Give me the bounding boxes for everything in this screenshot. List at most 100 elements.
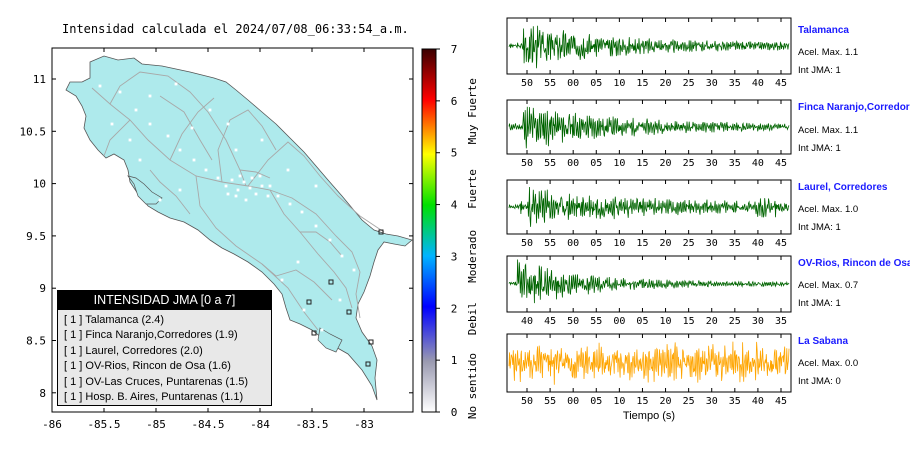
- colorbar-tick-label: 2: [451, 302, 458, 315]
- osa-peninsula: [317, 327, 343, 353]
- map-y-axis: 11 10.5 10 9.5 9 8.5 8: [20, 73, 413, 400]
- town-dot: [158, 198, 162, 202]
- town-dot: [236, 188, 240, 192]
- station-marker: [368, 339, 374, 345]
- legend-item: [ 1 ] Hosp. B. Aires, Puntarenas (1.1): [64, 391, 244, 404]
- station-name: Finca Naranjo,Corredores: [798, 102, 910, 113]
- station-jma: Int JMA: 0: [798, 376, 841, 387]
- town-dot: [208, 108, 212, 112]
- town-dot: [174, 82, 178, 86]
- station-accel: Acel. Max. 1.0: [798, 204, 859, 215]
- intensity-legend: INTENSIDAD JMA [0 a 7] [ 1 ] Talamanca (…: [57, 290, 272, 406]
- town-dot: [268, 184, 272, 188]
- station-name: Talamanca: [798, 25, 849, 36]
- town-dot: [190, 126, 194, 130]
- town-dot: [138, 158, 142, 162]
- costa-rica-land: [65, 55, 413, 401]
- town-dot: [340, 254, 344, 258]
- colorbar-category-label: Muy Fuerte: [466, 78, 479, 144]
- colorbar-tick-label: 3: [451, 250, 458, 263]
- town-dot: [178, 148, 182, 152]
- colorbar-gradient: [421, 48, 437, 413]
- town-dot: [204, 168, 208, 172]
- map-y-tick-label: 8.5: [26, 335, 46, 348]
- station-marker: [306, 299, 312, 305]
- town-dot: [296, 260, 300, 264]
- map-y-tick-label: 9: [39, 282, 46, 295]
- colorbar-tick-label: 7: [451, 43, 458, 56]
- map-x-tick-label: -83.5: [295, 418, 328, 431]
- station-name: OV-Rios, Rincon de Osa: [798, 258, 910, 269]
- map-x-tick-label: -83: [354, 418, 374, 431]
- town-dot: [234, 194, 238, 198]
- legend-item: [ 1 ] Talamanca (2.4): [64, 314, 165, 326]
- town-dot: [250, 176, 254, 180]
- station-jma: Int JMA: 1: [798, 65, 841, 76]
- town-dot: [248, 186, 252, 190]
- colorbar-tick-label: 6: [451, 95, 458, 108]
- legend-item: [ 1 ] OV-Rios, Rincon de Osa (1.6): [64, 360, 231, 373]
- map-x-tick-label: -85: [146, 418, 166, 431]
- colorbar-category-label: Debil: [466, 302, 479, 335]
- town-dot: [128, 138, 132, 142]
- colorbar-category-label: Fuerte: [466, 169, 479, 209]
- town-dot: [288, 202, 292, 206]
- town-dot: [280, 278, 284, 282]
- station-name: Laurel, Corredores: [798, 182, 888, 193]
- town-dot: [266, 194, 270, 198]
- town-dot: [300, 210, 304, 214]
- town-dot: [178, 188, 182, 192]
- map-x-tick-label: -84: [250, 418, 270, 431]
- map-x-tick-label: -84.5: [191, 418, 224, 431]
- map-y-tick-label: 9.5: [26, 230, 46, 243]
- town-dot: [260, 138, 264, 142]
- town-dot: [314, 184, 318, 188]
- station-marker: [328, 279, 334, 285]
- town-dot: [244, 198, 248, 202]
- legend-item: [ 1 ] OV-Las Cruces, Puntarenas (1.5): [64, 375, 249, 388]
- map-x-tick-label: -86: [42, 418, 62, 431]
- town-dot: [320, 328, 324, 332]
- town-dot: [148, 122, 152, 126]
- town-dot: [258, 174, 262, 178]
- colorbar-category-label: No sentido: [466, 353, 479, 419]
- town-dot: [242, 180, 246, 184]
- town-dot: [216, 176, 220, 180]
- station-name: La Sabana: [798, 336, 849, 347]
- town-dot: [276, 194, 280, 198]
- town-dot: [226, 122, 230, 126]
- station-jma: Int JMA: 1: [798, 222, 841, 233]
- map-y-tick-label: 10.5: [20, 125, 47, 138]
- map-x-tick-label: -85.5: [87, 418, 120, 431]
- intensity-colorbar: 0 1 2 3 4 5 6 7 No sentido Debil Moderado Fuerte Mu…: [421, 43, 479, 419]
- colorbar-tick-label: 5: [451, 147, 458, 160]
- map-y-tick-label: 10: [33, 178, 46, 191]
- town-dot: [226, 192, 230, 196]
- road-network: [91, 71, 385, 331]
- town-dot: [302, 308, 306, 312]
- town-dot: [230, 178, 234, 182]
- town-dot: [352, 268, 356, 272]
- map-y-tick-label: 8: [39, 387, 46, 400]
- station-marker: [365, 361, 371, 367]
- station-marker: [311, 330, 317, 336]
- legend-title: INTENSIDAD JMA [0 a 7]: [58, 291, 271, 310]
- station-marker-talamanca: [378, 229, 384, 235]
- station-accel: Acel. Max. 0.0: [798, 358, 859, 369]
- town-dot: [238, 174, 242, 178]
- colorbar-category-label: Moderado: [466, 230, 479, 283]
- station-markers: [306, 229, 384, 367]
- town-dot: [328, 238, 332, 242]
- town-dot: [192, 158, 196, 162]
- town-markers: [98, 82, 356, 332]
- town-dot: [286, 168, 290, 172]
- legend-list: [ 1 ] Talamanca (2.4) [ 1 ] Finca Naranj…: [58, 310, 271, 405]
- town-dot: [314, 224, 318, 228]
- station-accel: Acel. Max. 1.1: [798, 47, 859, 58]
- town-dot: [338, 298, 342, 302]
- map-y-tick-label: 11: [33, 73, 46, 86]
- station-accel: Acel. Max. 1.1: [798, 125, 859, 136]
- station-jma: Int JMA: 1: [798, 143, 841, 154]
- town-dot: [224, 184, 228, 188]
- town-dot: [118, 90, 122, 94]
